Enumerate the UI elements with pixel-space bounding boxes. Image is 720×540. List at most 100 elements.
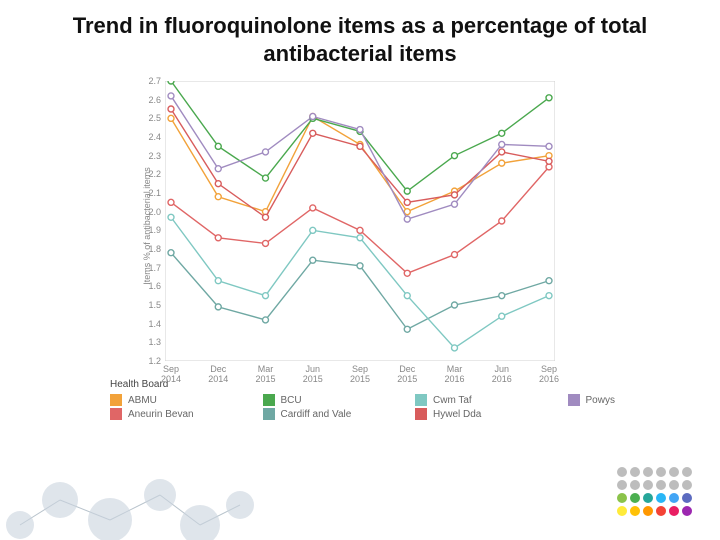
- chart-area: Items % of antibacterial items 1.21.31.4…: [165, 81, 555, 361]
- logo-dot: [669, 506, 679, 516]
- series-marker: [310, 257, 316, 263]
- series-marker: [452, 302, 458, 308]
- legend-column: Powys: [568, 392, 720, 422]
- legend-label: ABMU: [128, 395, 157, 406]
- y-tick-label: 1.6: [148, 281, 165, 291]
- dot-grid-logo: [617, 467, 692, 516]
- legend: Health Board ABMUAneurin BevanBCUCardiff…: [110, 379, 720, 422]
- series-marker: [546, 278, 552, 284]
- series-marker: [404, 293, 410, 299]
- logo-dot: [643, 480, 653, 490]
- legend-label: Aneurin Bevan: [128, 409, 194, 420]
- x-tick-label: Mar2015: [255, 361, 275, 385]
- y-tick-label: 2.4: [148, 132, 165, 142]
- x-tick-label: Dec2015: [397, 361, 417, 385]
- legend-swatch: [263, 394, 275, 406]
- x-tick-label: Sep2014: [161, 361, 181, 385]
- logo-dot: [630, 493, 640, 503]
- series-marker: [215, 181, 221, 187]
- logo-dot: [630, 506, 640, 516]
- series-marker: [168, 93, 174, 99]
- series-marker: [310, 113, 316, 119]
- legend-item: BCU: [263, 394, 416, 406]
- series-marker: [404, 199, 410, 205]
- y-tick-label: 1.9: [148, 225, 165, 235]
- series-marker: [499, 218, 505, 224]
- logo-dot: [630, 467, 640, 477]
- logo-dot: [682, 506, 692, 516]
- series-marker: [404, 216, 410, 222]
- logo-dot: [669, 480, 679, 490]
- y-tick-label: 1.5: [148, 300, 165, 310]
- series-marker: [168, 250, 174, 256]
- legend-label: BCU: [281, 395, 302, 406]
- series-marker: [310, 227, 316, 233]
- y-tick-label: 2.2: [148, 169, 165, 179]
- legend-label: Cwm Taf: [433, 395, 472, 406]
- series-marker: [452, 153, 458, 159]
- series-marker: [263, 293, 269, 299]
- legend-item: Cardiff and Vale: [263, 408, 416, 420]
- y-tick-label: 1.8: [148, 244, 165, 254]
- series-marker: [499, 149, 505, 155]
- x-tick-label: Jun2015: [303, 361, 323, 385]
- series-marker: [546, 143, 552, 149]
- series-marker: [168, 106, 174, 112]
- legend-label: Hywel Dda: [433, 409, 481, 420]
- series-marker: [499, 160, 505, 166]
- y-tick-label: 2.1: [148, 188, 165, 198]
- series-marker: [357, 235, 363, 241]
- y-tick-label: 2.5: [148, 113, 165, 123]
- y-tick-label: 1.3: [148, 337, 165, 347]
- series-marker: [452, 192, 458, 198]
- series-marker: [452, 252, 458, 258]
- logo-dot: [643, 506, 653, 516]
- series-marker: [452, 345, 458, 351]
- legend-swatch: [110, 408, 122, 420]
- logo-dot: [643, 493, 653, 503]
- series-line: [171, 81, 549, 191]
- series-line: [171, 96, 549, 219]
- series-marker: [499, 293, 505, 299]
- series-marker: [310, 130, 316, 136]
- logo-dot: [617, 506, 627, 516]
- logo-dot: [643, 467, 653, 477]
- series-marker: [357, 227, 363, 233]
- series-marker: [215, 235, 221, 241]
- legend-swatch: [415, 394, 427, 406]
- series-marker: [168, 214, 174, 220]
- series-marker: [357, 127, 363, 133]
- decor-molecule: [0, 470, 260, 540]
- series-marker: [499, 130, 505, 136]
- x-tick-label: Sep2016: [539, 361, 559, 385]
- y-tick-label: 1.4: [148, 319, 165, 329]
- legend-item: Powys: [568, 394, 720, 406]
- page-title: Trend in fluoroquinolone items as a perc…: [0, 0, 720, 71]
- series-marker: [263, 214, 269, 220]
- series-marker: [263, 149, 269, 155]
- legend-label: Powys: [586, 395, 615, 406]
- logo-dot: [682, 467, 692, 477]
- series-marker: [357, 263, 363, 269]
- series-marker: [263, 240, 269, 246]
- series-marker: [168, 81, 174, 84]
- logo-dot: [656, 467, 666, 477]
- logo-dot: [656, 493, 666, 503]
- series-marker: [357, 143, 363, 149]
- y-tick-label: 2.7: [148, 76, 165, 86]
- x-tick-label: Sep2015: [350, 361, 370, 385]
- logo-dot: [656, 506, 666, 516]
- legend-row: ABMU Aneurin Bevan BCU Cardiff and Vale Cwm …: [110, 392, 720, 422]
- logo-dot: [617, 493, 627, 503]
- legend-item: Hywel Dda: [415, 408, 568, 420]
- series-marker: [168, 115, 174, 121]
- series-marker: [215, 143, 221, 149]
- legend-swatch: [110, 394, 122, 406]
- legend-column: BCU Cardiff and Vale: [263, 392, 416, 422]
- legend-swatch: [263, 408, 275, 420]
- legend-column: Cwm Taf Hywel Dda: [415, 392, 568, 422]
- series-marker: [263, 317, 269, 323]
- logo-dot: [682, 493, 692, 503]
- legend-label: Cardiff and Vale: [281, 409, 352, 420]
- logo-dot: [669, 467, 679, 477]
